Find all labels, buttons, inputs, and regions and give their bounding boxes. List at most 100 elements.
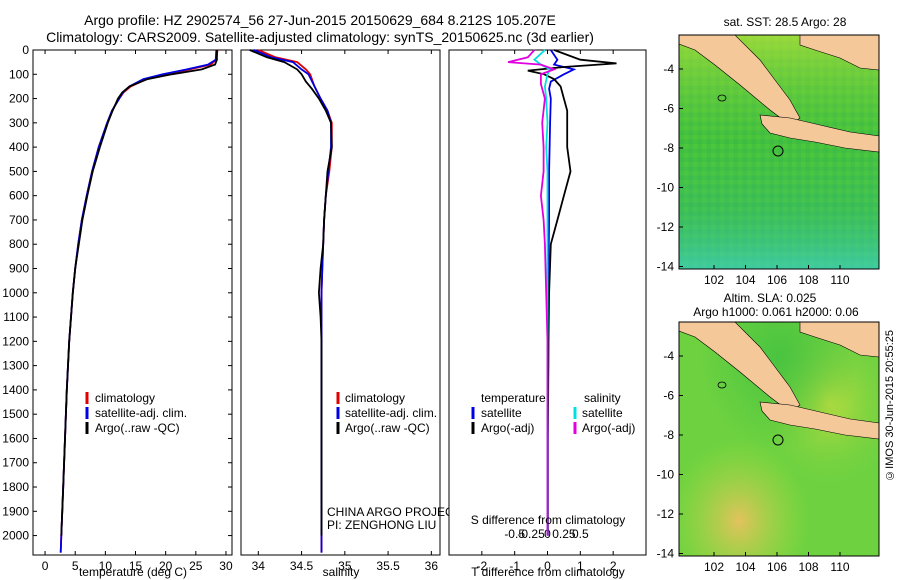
depth-tick-label: 2000 xyxy=(2,529,29,543)
lon-tick-label: 106 xyxy=(767,273,787,287)
sla-map xyxy=(678,321,880,557)
difference-x-ticks: -2 -1 0 1 2-0.5-0.25 0 0.250.5 xyxy=(476,50,617,573)
salinity-panel: 34 34.5 35 35.5 36 salinity climatology sate… xyxy=(240,49,462,579)
t-tick-label: 1 xyxy=(577,559,584,573)
depth-tick-label: 1500 xyxy=(2,407,29,421)
s-tick-label: 0.25 xyxy=(552,527,576,541)
x-tick-label: 30 xyxy=(219,559,233,573)
legend-label-satellite: satellite-adj. clim. xyxy=(345,406,437,420)
legend-label-s-satellite: satellite xyxy=(582,406,623,420)
salinity-x-ticks: 34 34.5 35 35.5 36 xyxy=(252,50,439,573)
lat-tick-label: -4 xyxy=(663,62,674,76)
depth-tick-label: 1700 xyxy=(2,456,29,470)
java-land xyxy=(759,114,880,153)
legend-label-climatology: climatology xyxy=(345,391,405,405)
map-bottom-title-2: Argo h1000: 0.061 h2000: 0.06 xyxy=(693,305,859,319)
salinity-axes-box xyxy=(240,49,441,556)
t-tick-label: -2 xyxy=(476,559,487,573)
depth-tick-label: 300 xyxy=(9,116,29,130)
x-tick-label: 10 xyxy=(99,559,113,573)
depth-tick-label: 1000 xyxy=(2,286,29,300)
legend-label-satellite: satellite-adj. clim. xyxy=(95,406,187,420)
island-contour xyxy=(717,94,727,102)
legend-label-t-satellite: satellite xyxy=(481,406,522,420)
lat-tick-label: -14 xyxy=(657,260,675,274)
legend-header-temperature: temperature xyxy=(481,391,546,405)
sla-anomaly-3 xyxy=(679,322,879,556)
t-difference-label: T difference from climatology xyxy=(471,565,625,579)
series-line-argo-raw-qc- xyxy=(249,49,333,536)
map-ticks: 102 104 106 108 110 -4 -6 -8 -10 -12 -14 102 104 106 1… xyxy=(657,62,850,574)
temperature-series xyxy=(59,49,219,553)
salinity-legend: climatology satellite-adj. clim. Argo(..… xyxy=(336,391,437,435)
difference-legend: temperature salinity satellite Argo(-adj… xyxy=(471,391,635,435)
lat-tick-label: -12 xyxy=(657,507,675,521)
depth-tick-label: 0 xyxy=(22,43,29,57)
lon-tick-label: 102 xyxy=(704,273,724,287)
depth-tick-label: 800 xyxy=(9,237,29,251)
x-tick-label: 35 xyxy=(338,559,352,573)
salinity-series xyxy=(249,49,333,553)
sst-map-frame xyxy=(678,34,880,270)
t-tick-label: -1 xyxy=(509,559,520,573)
legend-header-salinity: salinity xyxy=(584,391,621,405)
legend-label-argo: Argo(..raw -QC) xyxy=(345,421,430,435)
x-tick-label: 36 xyxy=(425,559,439,573)
lon-tick-label: 104 xyxy=(735,273,755,287)
lat-tick-label: -12 xyxy=(657,220,675,234)
depth-tick-label: 1800 xyxy=(2,480,29,494)
depth-tick-label: 200 xyxy=(9,92,29,106)
depth-tick-label: 400 xyxy=(9,140,29,154)
java-land xyxy=(759,401,880,440)
depth-tick-label: 1300 xyxy=(2,359,29,373)
sst-gradient xyxy=(679,35,879,269)
s-difference-label: S difference from climatology xyxy=(471,513,626,527)
map-top-title: sat. SST: 28.5 Argo: 28 xyxy=(724,15,847,29)
argo-position-marker xyxy=(772,434,784,446)
sla-map-frame xyxy=(678,321,880,557)
s-tick-label: -0.25 xyxy=(517,527,545,541)
t-tick-label: 2 xyxy=(610,559,617,573)
x-tick-label: 0 xyxy=(42,559,49,573)
island-contour xyxy=(717,381,727,389)
lat-tick-label: -10 xyxy=(657,468,675,482)
depth-tick-label: 1900 xyxy=(2,504,29,518)
depth-tick-label: 1200 xyxy=(2,334,29,348)
depth-tick-label: 1400 xyxy=(2,383,29,397)
x-tick-label: 20 xyxy=(159,559,173,573)
lat-tick-label: -8 xyxy=(663,141,674,155)
legend-label-argo: Argo(..raw -QC) xyxy=(95,421,180,435)
lon-tick-label: 104 xyxy=(735,560,755,574)
lat-tick-label: -6 xyxy=(663,102,674,116)
difference-series xyxy=(507,49,617,536)
depth-tick-label: 900 xyxy=(9,262,29,276)
lon-tick-label: 110 xyxy=(830,273,849,287)
x-tick-label: 25 xyxy=(189,559,203,573)
map-bottom-title-1: Altim. SLA: 0.025 xyxy=(724,291,817,305)
temperature-xlabel: temperature (deg C) xyxy=(79,565,187,579)
x-tick-label: 5 xyxy=(72,559,79,573)
maps: sat. SST: 28.5 Argo: 28 xyxy=(657,15,880,574)
lat-tick-label: -8 xyxy=(663,428,674,442)
lat-tick-label: -14 xyxy=(657,547,675,561)
legend-label-t-argo: Argo(-adj) xyxy=(481,421,534,435)
legend-label-s-argo: Argo(-adj) xyxy=(582,421,635,435)
t-tick-label: 0 xyxy=(544,559,551,573)
temperature-axes-box xyxy=(32,49,233,556)
s-tick-label: -0.5 xyxy=(504,527,525,541)
lon-tick-label: 102 xyxy=(704,560,724,574)
pi-label: PI: ZENGHONG LIU xyxy=(327,518,436,532)
temperature-panel: 0 5 10 15 20 25 30 temperature (deg C) climato… xyxy=(32,49,233,579)
temperature-legend: climatology satellite-adj. clim. Argo(..… xyxy=(85,391,187,435)
x-tick-label: 34.5 xyxy=(290,559,314,573)
legend-label-climatology: climatology xyxy=(95,391,155,405)
depth-tick-label: 500 xyxy=(9,164,29,178)
depth-tick-label: 700 xyxy=(9,213,29,227)
diff-line-3 xyxy=(507,49,557,536)
argo-position-marker xyxy=(772,145,784,157)
series-line-argo-raw-qc- xyxy=(60,50,218,536)
depth-tick-label: 1600 xyxy=(2,431,29,445)
depth-tick-label: 100 xyxy=(9,67,29,81)
lat-tick-label: -6 xyxy=(663,389,674,403)
